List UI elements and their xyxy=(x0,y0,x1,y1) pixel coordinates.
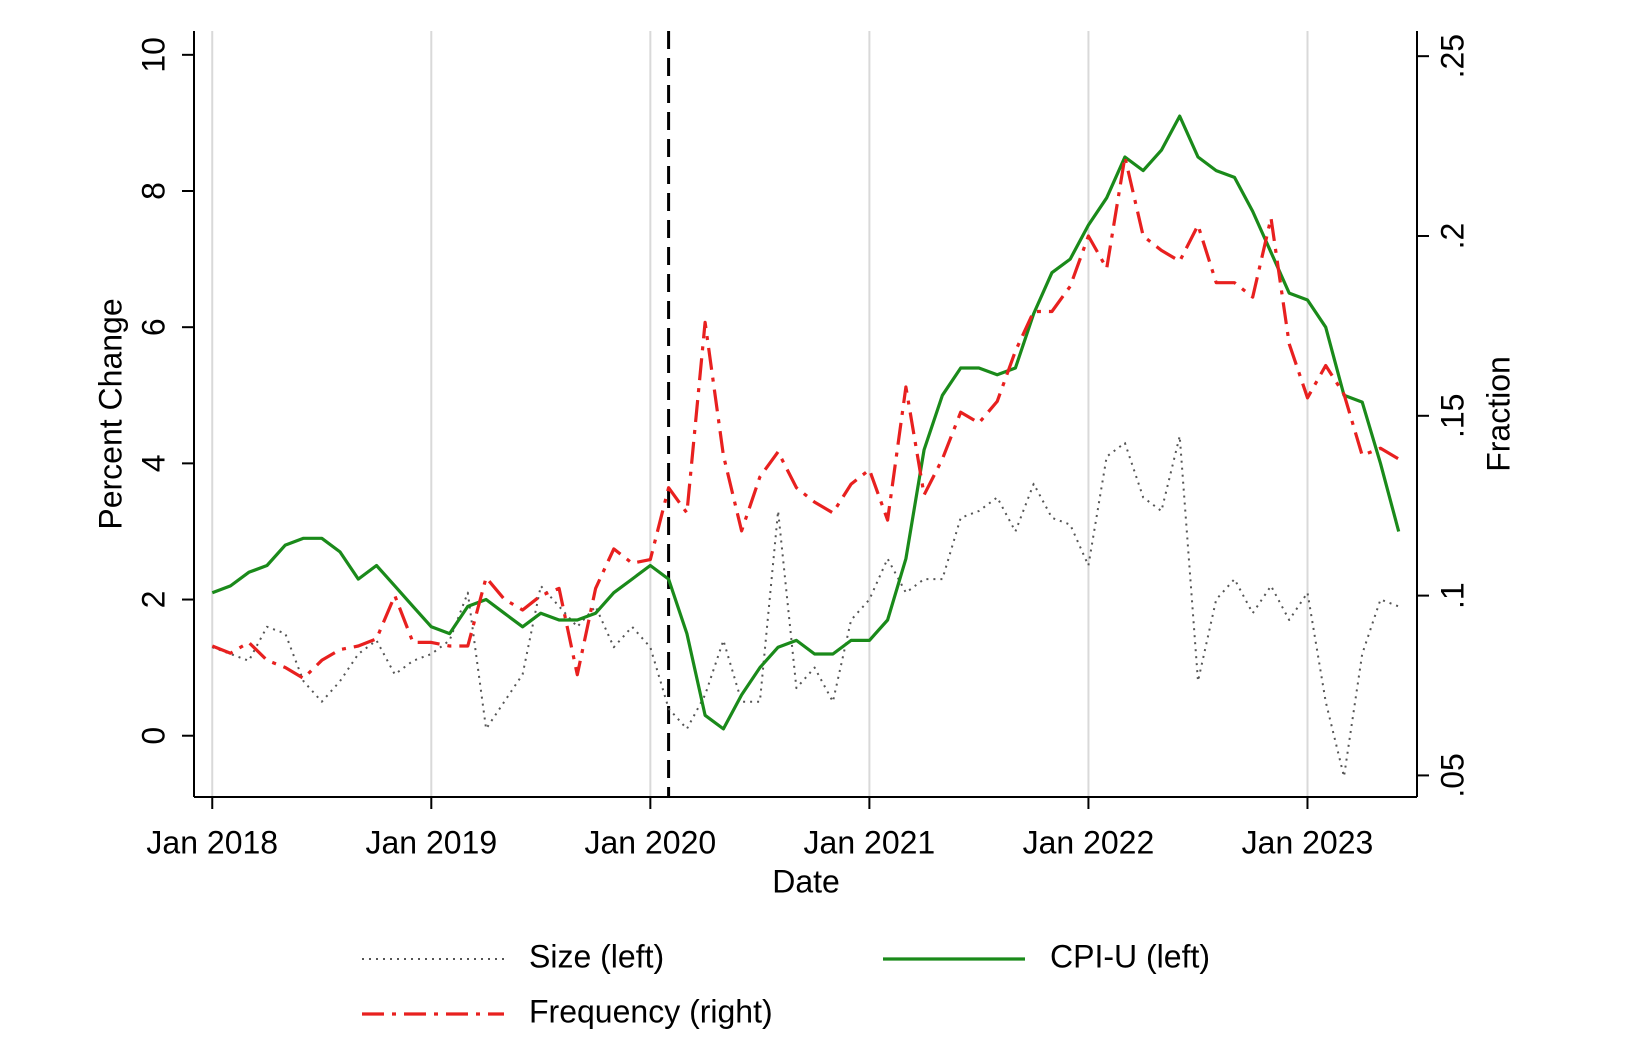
y2-tick-label: .2 xyxy=(1434,223,1470,250)
y-tick-label: 8 xyxy=(135,182,171,200)
y-tick-label: 4 xyxy=(135,454,171,472)
x-tick-label: Jan 2018 xyxy=(146,824,278,860)
series-line xyxy=(211,114,1401,731)
y-tick-label: 0 xyxy=(135,727,171,745)
x-tick-label: Jan 2022 xyxy=(1023,824,1155,860)
legend-label: CPI-U (left) xyxy=(1050,938,1210,974)
y-axis-title: Percent Change xyxy=(92,298,128,529)
y-tick-label: 2 xyxy=(135,591,171,609)
y2-tick-label: .15 xyxy=(1434,394,1470,438)
y2-tick-label: .25 xyxy=(1434,34,1470,78)
series-line xyxy=(211,155,1400,680)
y-tick-label: 6 xyxy=(135,318,171,336)
y2-tick-label: .05 xyxy=(1434,753,1470,797)
x-tick-label: Jan 2021 xyxy=(804,824,936,860)
x-tick-label: Jan 2019 xyxy=(365,824,497,860)
x-axis-title: Date xyxy=(772,863,840,899)
y2-axis-title: Fraction xyxy=(1480,356,1516,472)
series-line xyxy=(211,435,1400,778)
x-tick-label: Jan 2020 xyxy=(585,824,717,860)
y2-tick-label: .1 xyxy=(1434,582,1470,609)
legend-label: Frequency (right) xyxy=(529,993,773,1029)
legend-label: Size (left) xyxy=(529,938,664,974)
y-tick-label: 10 xyxy=(135,37,171,73)
x-tick-label: Jan 2023 xyxy=(1242,824,1374,860)
